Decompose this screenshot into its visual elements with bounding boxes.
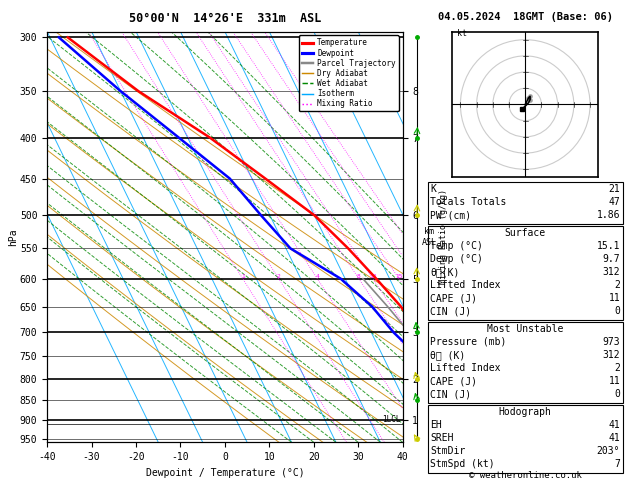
Text: Temp (°C): Temp (°C) [430,241,483,251]
Text: Mixing Ratio (g/kg): Mixing Ratio (g/kg) [439,190,448,284]
Text: 11: 11 [608,376,620,386]
Text: 41: 41 [608,433,620,443]
Text: 973: 973 [603,337,620,347]
Text: 2: 2 [615,363,620,373]
Text: θᴇ(K): θᴇ(K) [430,267,460,277]
Text: 9.7: 9.7 [603,254,620,264]
Text: 4: 4 [316,274,319,278]
Text: 21: 21 [608,184,620,194]
Text: CIN (J): CIN (J) [430,389,471,399]
Text: 41: 41 [608,420,620,430]
Text: Totals Totals: Totals Totals [430,197,506,207]
Y-axis label: hPa: hPa [8,228,18,246]
Text: 50°00'N  14°26'E  331m  ASL: 50°00'N 14°26'E 331m ASL [129,12,321,25]
Text: 15.1: 15.1 [597,241,620,251]
Text: 1.86: 1.86 [597,210,620,220]
Text: 7: 7 [615,459,620,469]
Y-axis label: km
ASL: km ASL [422,227,437,246]
Text: Hodograph: Hodograph [499,407,552,417]
Text: CAPE (J): CAPE (J) [430,293,477,303]
Text: 11: 11 [608,293,620,303]
X-axis label: Dewpoint / Temperature (°C): Dewpoint / Temperature (°C) [145,468,304,478]
Text: Lifted Index: Lifted Index [430,363,501,373]
Text: Most Unstable: Most Unstable [487,324,564,334]
Text: 0: 0 [615,389,620,399]
Text: EH: EH [430,420,442,430]
Text: Surface: Surface [504,227,546,238]
Text: Lifted Index: Lifted Index [430,280,501,290]
Text: 04.05.2024  18GMT (Base: 06): 04.05.2024 18GMT (Base: 06) [438,12,613,22]
Text: 2: 2 [615,280,620,290]
Text: θᴇ (K): θᴇ (K) [430,350,465,360]
Text: CAPE (J): CAPE (J) [430,376,477,386]
Text: StmDir: StmDir [430,446,465,456]
Text: 10: 10 [369,274,377,278]
Text: 8: 8 [357,274,360,278]
Text: 47: 47 [608,197,620,207]
Text: 15: 15 [395,274,403,278]
Text: CIN (J): CIN (J) [430,306,471,316]
Text: StmSpd (kt): StmSpd (kt) [430,459,495,469]
Legend: Temperature, Dewpoint, Parcel Trajectory, Dry Adiabat, Wet Adiabat, Isotherm, Mi: Temperature, Dewpoint, Parcel Trajectory… [299,35,399,111]
Text: K: K [430,184,436,194]
Text: 1: 1 [241,274,245,278]
Text: 203°: 203° [597,446,620,456]
Text: 0: 0 [615,306,620,316]
Text: © weatheronline.co.uk: © weatheronline.co.uk [469,471,582,480]
Text: 2: 2 [277,274,281,278]
Text: 1LCL: 1LCL [382,416,400,424]
Text: kt: kt [457,30,467,38]
Text: 312: 312 [603,267,620,277]
Text: Dewp (°C): Dewp (°C) [430,254,483,264]
Text: SREH: SREH [430,433,454,443]
Text: Pressure (mb): Pressure (mb) [430,337,506,347]
Text: PW (cm): PW (cm) [430,210,471,220]
Text: 312: 312 [603,350,620,360]
